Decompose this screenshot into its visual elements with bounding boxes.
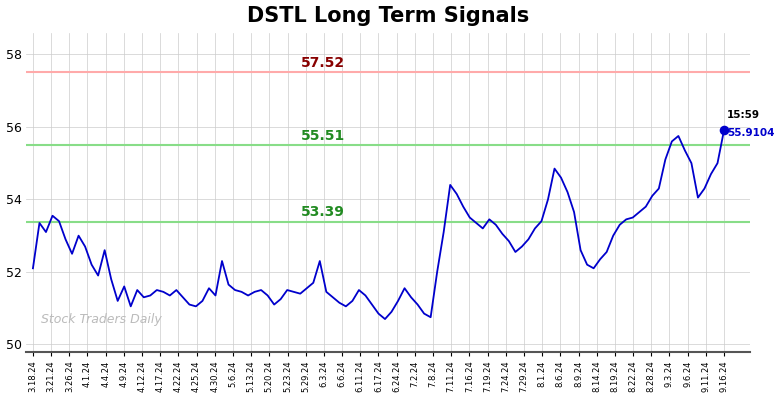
Text: 15:59: 15:59 [728,110,760,120]
Title: DSTL Long Term Signals: DSTL Long Term Signals [247,6,529,25]
Point [718,127,731,133]
Text: 57.52: 57.52 [301,56,345,70]
Text: Stock Traders Daily: Stock Traders Daily [41,313,162,326]
Text: 55.9104: 55.9104 [728,128,775,139]
Text: 53.39: 53.39 [301,205,345,219]
Text: 55.51: 55.51 [301,129,345,142]
